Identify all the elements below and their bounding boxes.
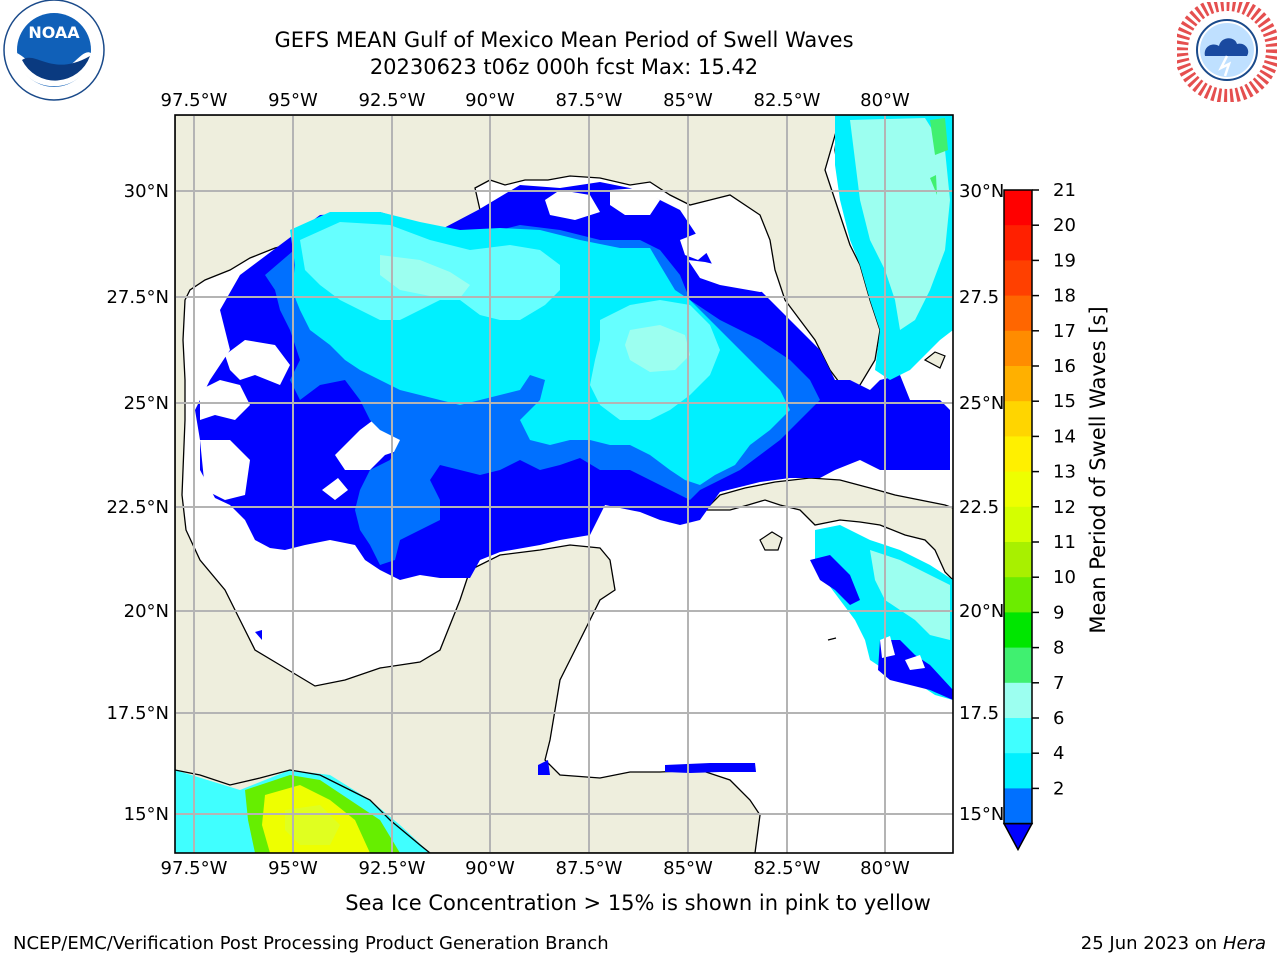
colorbar-swatch [1004, 647, 1032, 684]
colorbar-label: Mean Period of Swell Waves [s] [1086, 306, 1110, 633]
colorbar-swatch [1004, 295, 1032, 332]
colorbar-swatch [1004, 542, 1032, 578]
colorbar-tick-label: 8 [1053, 638, 1064, 659]
chart-title: GEFS MEAN Gulf of Mexico Mean Period of … [274, 28, 854, 52]
lon-label-top: 87.5°W [556, 90, 623, 111]
lat-label-left: 20°N [124, 601, 169, 622]
swell-honduras-2 [665, 763, 756, 773]
colorbar-tick-label: 16 [1053, 356, 1076, 377]
nws-logo [1177, 2, 1277, 102]
lat-label-left: 15°N [124, 804, 169, 825]
lon-label-bottom: 92.5°W [359, 858, 426, 879]
swell-atlantic-8 [850, 118, 950, 330]
colorbar-tick-label: 20 [1053, 215, 1076, 236]
lon-label-bottom: 95°W [268, 858, 318, 879]
colorbar-tick-label: 12 [1053, 497, 1076, 518]
noaa-logo-text: NOAA [28, 23, 80, 42]
lon-label-bottom: 87.5°W [556, 858, 623, 879]
lon-label-top: 82.5°W [754, 90, 821, 111]
map-frame [174, 114, 954, 854]
colorbar-tick-label: 21 [1053, 180, 1076, 201]
swell-8-9 [380, 255, 690, 372]
map-area [175, 115, 953, 853]
lat-label-left: 17.5°N [106, 703, 169, 724]
lat-label-right: 25°N [959, 393, 1004, 414]
lat-label-left: 25°N [124, 393, 169, 414]
lon-label-top: 90°W [465, 90, 515, 111]
colorbar-swatch [1004, 471, 1032, 508]
noaa-logo: NOAA [3, 0, 105, 101]
colorbar-swatch [1004, 366, 1032, 402]
colorbar-tick-label: 4 [1053, 743, 1064, 764]
colorbar-swatch [1004, 612, 1032, 649]
land-isla-juventud [759, 531, 783, 551]
colorbar-swatch [1004, 753, 1032, 789]
lon-label-top: 80°W [860, 90, 910, 111]
colorbar-tick-label: 17 [1053, 321, 1076, 342]
colorbar-swatch [1004, 225, 1032, 261]
swell-carib-8 [870, 550, 950, 640]
lon-label-top: 92.5°W [359, 90, 426, 111]
lon-label-bottom: 90°W [465, 858, 515, 879]
graticule [175, 115, 953, 853]
lon-label-top: 95°W [268, 90, 318, 111]
colorbar-tick-label: 10 [1053, 567, 1076, 588]
colorbar-tick-label: 15 [1053, 391, 1076, 412]
colorbar-tick-label: 7 [1053, 673, 1064, 694]
footer-date-text: 25 Jun 2023 on [1080, 933, 1218, 954]
colorbar-swatch [1004, 718, 1032, 754]
colorbar-swatch [1004, 506, 1032, 543]
colorbar-swatch [1004, 260, 1032, 297]
chart-subtitle: 20230623 t06z 000h fcst Max: 15.42 [369, 55, 759, 79]
colorbar-tick-label: 11 [1053, 532, 1076, 553]
lon-label-bottom: 80°W [860, 858, 910, 879]
lon-label-bottom: 97.5°W [161, 858, 228, 879]
colorbar-swatch [1004, 788, 1032, 825]
colorbar-swatch [1004, 577, 1032, 613]
lon-label-bottom: 85°W [663, 858, 713, 879]
lat-label-right: 15°N [959, 804, 1004, 825]
lon-label-top: 85°W [663, 90, 713, 111]
lat-label-right: 22.5 [959, 497, 999, 518]
colorbar-tick-label: 14 [1053, 426, 1076, 447]
colorbar-swatch [1004, 436, 1032, 473]
land-cayman [827, 637, 837, 641]
lat-label-left: 30°N [124, 181, 169, 202]
footer-host: Hera [1222, 933, 1266, 954]
lat-label-right: 17.5 [959, 703, 999, 724]
colorbar-tick-label: 9 [1053, 602, 1064, 623]
colorbar-swatch [1004, 401, 1032, 437]
colorbar-tick-label: 2 [1053, 778, 1064, 799]
land-cuba [703, 477, 953, 581]
swell-atlantic-9 [930, 118, 948, 195]
lon-label-bottom: 82.5°W [754, 858, 821, 879]
lat-label-left: 27.5°N [106, 287, 169, 308]
lat-label-right: 27.5 [959, 287, 999, 308]
colorbar-tick-label: 19 [1053, 250, 1076, 271]
colorbar-tick-label: 6 [1053, 708, 1064, 729]
colorbar-swatch [1004, 682, 1032, 719]
coast-central-america [175, 769, 431, 853]
lon-label-top: 97.5°W [161, 90, 228, 111]
caption: Sea Ice Concentration > 15% is shown in … [345, 891, 931, 915]
lat-label-left: 22.5°N [106, 497, 169, 518]
colorbar: 21 20 19 18 17 16 15 14 13 12 11 10 9 8 7 6 4 2 [1002, 180, 1076, 852]
footer-branch: NCEP/EMC/Verification Post Processing Pr… [13, 933, 609, 954]
swell-carib-nodata [880, 636, 925, 670]
lat-label-right: 20°N [959, 601, 1004, 622]
footer-date: 25 Jun 2023 on Hera [1081, 933, 1266, 954]
colorbar-swatch [1004, 330, 1032, 367]
lat-label-right: 30°N [959, 181, 1004, 202]
colorbar-tick-label: 18 [1053, 286, 1076, 307]
colorbar-tick-label: 13 [1053, 462, 1076, 483]
colorbar-extend [1002, 822, 1034, 852]
colorbar-swatch [1004, 190, 1032, 226]
